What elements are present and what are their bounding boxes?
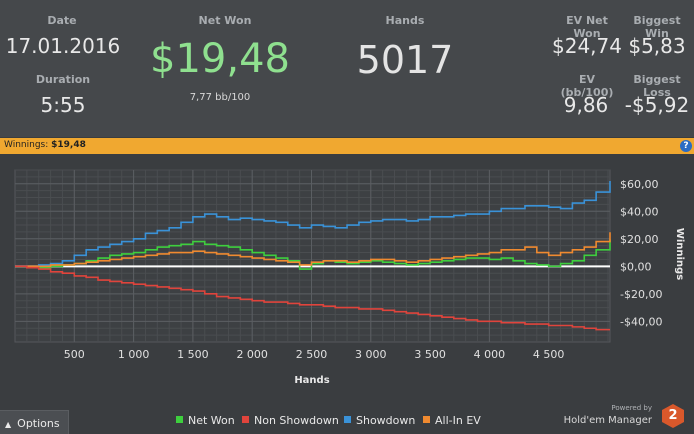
legend-swatch [242,416,249,423]
brand: Powered by Hold'em Manager 2 [548,404,688,434]
winnings-chart: 500 1 000 1 500 2 000 2 500 3 000 3 500 4 000 4 … [0,154,694,410]
legend-item-net-won[interactable]: Net Won [176,414,235,427]
x-tick-label: 2 500 [296,348,328,361]
ev-bb100-value: 9,86 [563,93,609,117]
winnings-bar-label: Winnings: [4,140,49,150]
net-won-value: $19,48 [150,36,290,82]
hands-label: Hands [385,14,425,27]
brand-name: Hold'em Manager [563,415,652,426]
plot-area [14,169,611,343]
footer: ▲ Options Net Won Non Showdown Showdown A… [0,404,694,434]
y-tick-label: -$20,00 [620,288,662,301]
biggest-loss-value: -$5,92 [624,93,690,117]
y-tick-label: $60,00 [620,178,659,191]
net-won-label: Net Won [198,14,252,27]
duration-value: 5:55 [40,93,86,117]
legend-swatch [176,416,183,423]
date-value: 17.01.2016 [5,34,121,58]
options-label: Options [17,417,60,430]
x-tick-label: 3 000 [355,348,387,361]
net-won-bb100: 7,77 bb/100 [189,92,251,103]
x-tick-label: 4 500 [533,348,565,361]
series-line-all-in-ev [15,232,611,268]
legend-item-showdown[interactable]: Showdown [344,414,415,427]
winnings-bar: Winnings: $19,48 ? [0,138,694,154]
y-tick-label: -$40,00 [620,315,662,328]
y-tick-label: $40,00 [620,205,659,218]
legend-swatch [344,416,351,423]
caret-up-icon: ▲ [5,420,12,429]
series-line-showdown [15,181,611,268]
legend-item-all-in-ev[interactable]: All-In EV [423,414,481,427]
ev-bb100-label: EV (bb/100) [560,73,614,99]
legend-label: All-In EV [435,414,481,427]
x-tick-label: 4 000 [474,348,506,361]
y-tick-label: $20,00 [620,233,659,246]
powered-by: Powered by [611,404,652,412]
x-tick-label: 1 500 [177,348,209,361]
biggest-loss-label: Biggest Loss [633,73,681,99]
chart-svg: 500 1 000 1 500 2 000 2 500 3 000 3 500 4 000 4 … [14,169,685,386]
winnings-bar-value: $19,48 [51,140,86,150]
ev-net-won-label: EV Net Won [566,14,608,40]
ev-net-won-value: $24,74 [552,34,622,58]
date-label: Date [47,14,77,27]
duration-label: Duration [35,73,91,86]
x-axis-title: Hands [294,375,329,386]
series-line-non-showdown [15,265,610,331]
y-tick-label: $0,00 [620,260,652,273]
stats-panel: Date 17.01.2016 Duration 5:55 Net Won $1… [0,0,694,137]
biggest-win-label: Biggest Win [633,14,681,40]
hands-value: 5017 [356,38,454,82]
legend-swatch [423,416,430,423]
biggest-win-value: $5,83 [628,34,686,58]
options-button[interactable]: ▲ Options [0,410,69,434]
y-axis-title: Winnings [674,228,685,280]
x-tick-label: 1 000 [118,348,150,361]
x-tick-label: 500 [64,348,85,361]
help-icon[interactable]: ? [680,140,692,152]
legend-label: Showdown [356,414,416,427]
x-tick-label: 3 500 [414,348,446,361]
winnings-bar-text: Winnings: $19,48 [4,140,86,150]
x-tick-label: 2 000 [236,348,268,361]
legend-label: Non Showdown [254,414,339,427]
hm2-logo-icon: 2 [662,404,684,428]
legend-item-non-showdown[interactable]: Non Showdown [242,414,339,427]
legend-label: Net Won [188,414,235,427]
